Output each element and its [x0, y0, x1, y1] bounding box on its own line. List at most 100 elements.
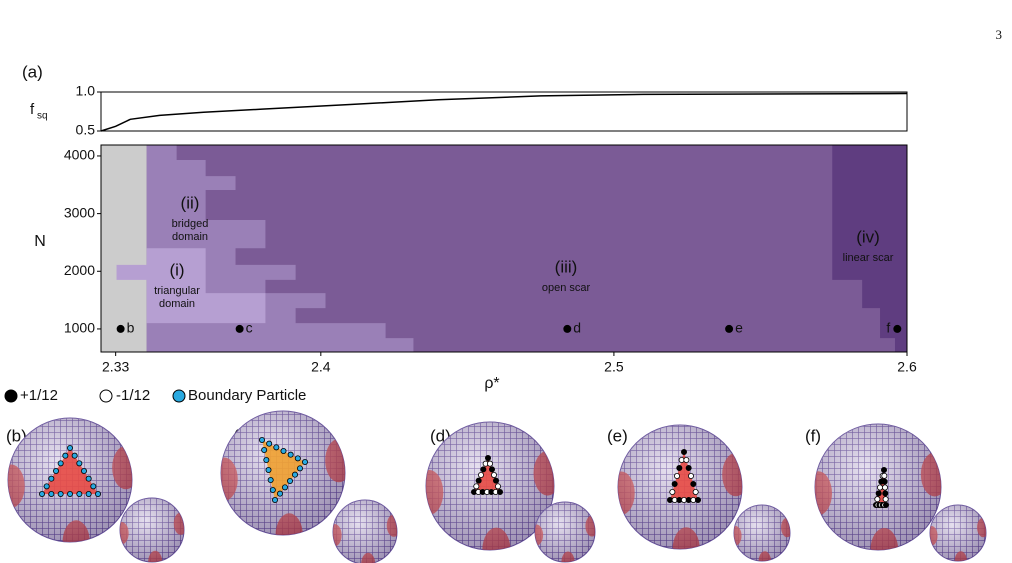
boundary-particle [877, 484, 884, 491]
boundary-particle [475, 477, 482, 484]
boundary-particle [261, 446, 268, 453]
boundary-particle [692, 488, 699, 495]
panel-label: (e) [607, 426, 628, 445]
boundary-particle [695, 496, 702, 503]
boundary-particle [62, 452, 69, 459]
boundary-particle [57, 490, 64, 497]
boundary-particle [48, 475, 55, 482]
boundary-particle [492, 477, 499, 484]
boundary-particle [294, 455, 301, 462]
sphere-shade [333, 500, 397, 563]
state-point-label: d [573, 320, 581, 336]
state-point-label: e [735, 320, 743, 336]
data-line [100, 92, 908, 132]
boundary-particle [287, 451, 294, 458]
sphere-shade [930, 505, 986, 561]
boundary-particle [48, 490, 55, 497]
boundary-particle [271, 496, 278, 503]
region-name: (iv) [856, 227, 880, 246]
y-tick-label: 2000 [64, 262, 95, 278]
legend-swatch [4, 389, 18, 403]
phase-region [832, 145, 907, 352]
boundary-particle [286, 477, 293, 484]
boundary-particle [39, 490, 46, 497]
boundary-particle [301, 458, 308, 465]
boundary-particle [874, 496, 881, 503]
boundary-particle [496, 488, 503, 495]
sphere-group [220, 410, 398, 563]
boundary-particle [882, 496, 889, 503]
plot-frame [100, 91, 908, 132]
legend-label: -1/12 [116, 387, 150, 404]
boundary-particle [488, 466, 495, 473]
panel-label: (f) [805, 426, 821, 445]
sphere-group [425, 421, 596, 563]
region-label: linear scar [843, 252, 894, 264]
x-tick-label: 2.6 [897, 359, 917, 375]
boundary-particle [685, 464, 692, 471]
region-label: domain [159, 298, 195, 310]
domain [262, 440, 305, 500]
page-number: 3 [996, 27, 1003, 42]
region-label: domain [172, 231, 208, 243]
boundary-particle [269, 486, 276, 493]
sphere-shade [734, 505, 790, 561]
legend-label: +1/12 [20, 387, 58, 404]
state-point [563, 324, 572, 333]
boundary-particle [486, 460, 493, 467]
boundary-particle [266, 440, 273, 447]
phase-region [116, 248, 266, 324]
region-label: bridged [172, 218, 209, 230]
boundary-particle [881, 466, 888, 473]
boundary-particle [875, 490, 882, 497]
y-axis-label: N [34, 233, 46, 250]
y-tick-label: 1000 [64, 320, 95, 336]
boundary-particle [81, 467, 88, 474]
boundary-particle [67, 490, 74, 497]
sphere-shade [535, 502, 595, 562]
boundary-particle [883, 501, 890, 508]
boundary-particle [490, 471, 497, 478]
boundary-particle [53, 467, 60, 474]
boundary-particle [85, 490, 92, 497]
sphere-group [814, 423, 987, 562]
boundary-particle [291, 471, 298, 478]
boundary-particle [258, 436, 265, 443]
state-point [893, 324, 902, 333]
boundary-particle [263, 456, 270, 463]
state-point-label: c [246, 320, 253, 336]
domain [42, 448, 98, 494]
sphere-group [617, 424, 791, 562]
y-tick-label: 4000 [64, 147, 95, 163]
y-axis-label-subscript: sq [37, 111, 48, 122]
x-tick-label: 2.4 [311, 359, 331, 375]
boundary-particle [480, 466, 487, 473]
sphere-shade [120, 498, 184, 562]
domain [670, 452, 698, 500]
boundary-particle [676, 464, 683, 471]
boundary-particle [477, 471, 484, 478]
boundary-particle [881, 478, 888, 485]
region-name: (ii) [181, 193, 200, 212]
boundary-particle [90, 483, 97, 490]
legend-swatch [172, 389, 186, 403]
boundary-particle [57, 460, 64, 467]
boundary-particle [265, 466, 272, 473]
boundary-particle [671, 480, 678, 487]
boundary-particle [683, 456, 690, 463]
plot-frame [100, 144, 908, 353]
state-point-label: f [886, 320, 890, 336]
boundary-particle [273, 444, 280, 451]
boundary-particle [43, 483, 50, 490]
boundary-particle [71, 452, 78, 459]
boundary-particle [494, 483, 501, 490]
boundary-particle [681, 448, 688, 455]
boundary-particle [281, 484, 288, 491]
y-tick-label: 0.5 [76, 122, 96, 138]
region-label: triangular [154, 285, 200, 297]
state-point [116, 324, 125, 333]
boundary-particle [473, 483, 480, 490]
boundary-particle [690, 480, 697, 487]
boundary-particle [882, 490, 889, 497]
